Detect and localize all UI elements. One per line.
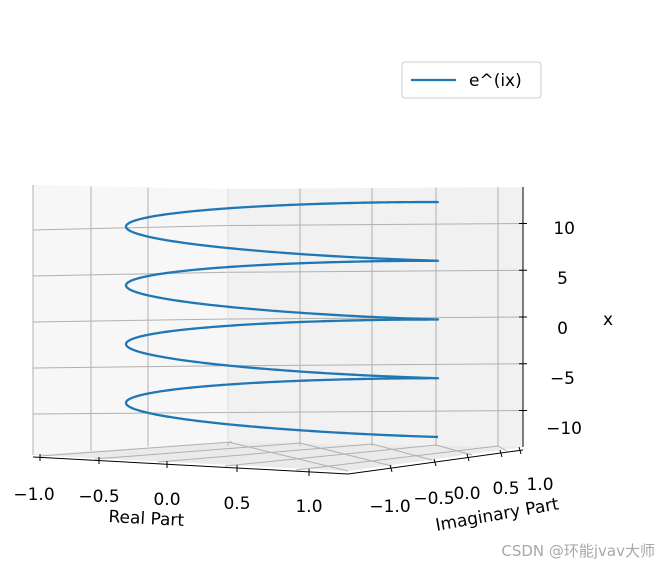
x-tick-label: −10 [546,419,582,439]
grid-line [157,443,373,463]
grid-line [224,444,437,467]
grid-line [39,441,233,457]
grid-line [94,442,301,460]
real-axis-line [32,456,349,475]
grid-line [32,318,229,323]
real-tick-label: 0.0 [153,490,180,510]
imaginary-tick-label: 1.0 [526,475,553,495]
grid-line [32,225,229,231]
grid-line [227,363,524,367]
legend-label: e^(ix) [469,71,522,91]
grid-line [32,365,229,369]
watermark: CSDN @环能jvav大师 [501,542,655,560]
x-axis-label: x [603,310,613,330]
grid-line [227,223,524,226]
grid-line [497,445,508,452]
grid-line [227,410,524,413]
x-axis-ticks: 10 5 0 −5 −10 [546,219,582,439]
real-tick-label: −1.0 [13,485,54,505]
real-tick-label: −0.5 [78,487,119,507]
tick-mark [466,453,470,462]
imaginary-tick-label: 0.0 [453,484,480,504]
grid-line [295,445,499,471]
series-line-eix [124,200,440,439]
real-tick-label: 1.0 [295,497,322,517]
real-part-ticks: −1.0 −0.5 0.0 0.5 1.0 [13,485,322,517]
tick-mark [518,446,522,455]
imaginary-part-ticks: −1.0 −0.5 0.0 0.5 1.0 [369,475,553,517]
grid-line [227,441,349,472]
tick-marks [39,223,527,476]
grid-line [435,444,473,456]
x-tick-label: 10 [553,219,575,239]
imaginary-tick-label: 0.5 [492,479,519,499]
floor-pane [33,442,523,471]
tick-mark [389,464,393,473]
imaginary-tick-label: −1.0 [369,497,410,517]
x-tick-label: 0 [557,319,568,339]
real-tick-label: 0.5 [223,494,250,514]
grid-line [299,442,393,467]
imaginary-tick-label: −0.5 [413,489,454,509]
legend-frame [401,61,542,99]
tick-mark [499,449,503,458]
grid-line [32,271,229,277]
x-tick-label: −5 [550,369,575,389]
grid-line [32,412,229,415]
legend: e^(ix) [401,61,542,99]
grid-line [371,443,433,461]
grid-line [227,269,524,273]
tick-mark [433,458,437,467]
imaginary-axis-line [347,449,524,475]
real-axis-label: Real Part [108,507,185,531]
x-tick-label: 5 [557,269,568,289]
